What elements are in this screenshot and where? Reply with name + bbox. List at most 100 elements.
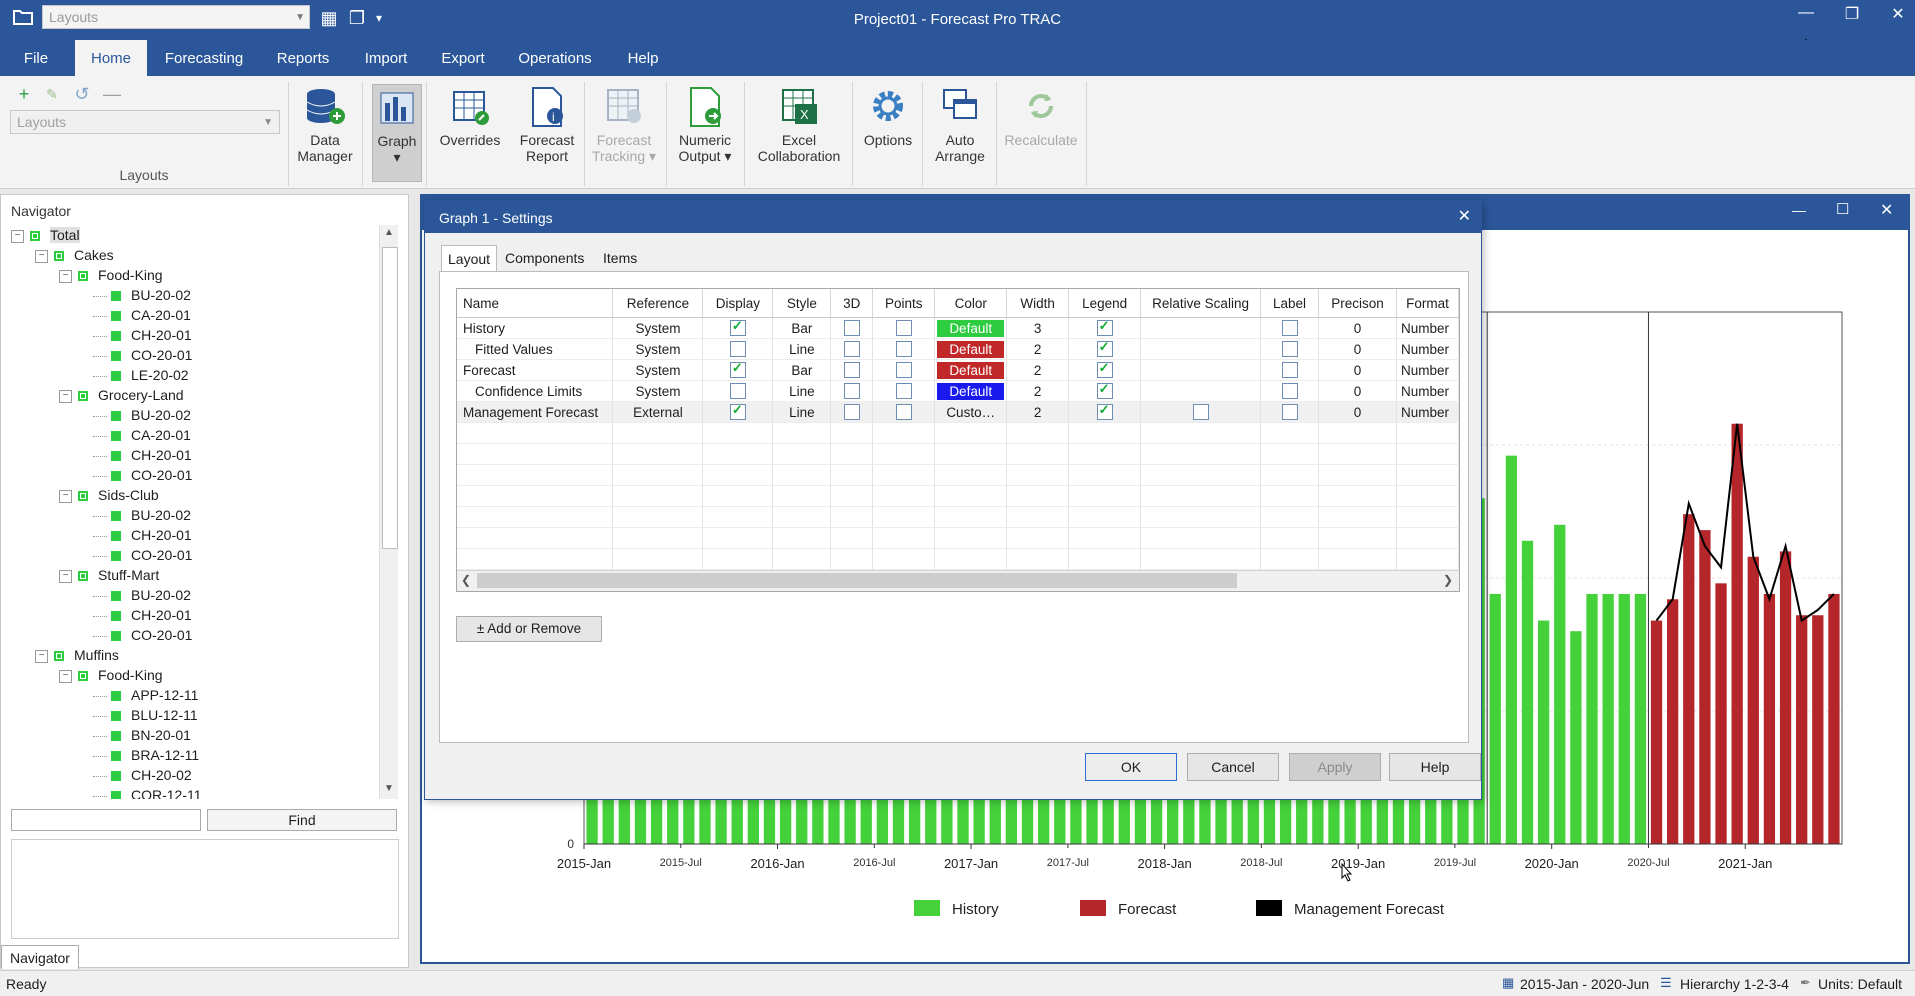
3d-checkbox[interactable] [843,362,860,379]
points-checkbox[interactable] [895,383,912,400]
overrides-button[interactable]: Overrides [434,84,506,182]
options-button[interactable]: Options [858,84,918,182]
display-checkbox[interactable] [729,341,746,358]
tree-item[interactable]: − Cakes [35,245,114,265]
layout-combo[interactable]: Layouts ▼ [42,5,310,29]
customize-icon[interactable]: ▾ [375,11,383,25]
table-row[interactable]: Management Forecast External Line Custo… 2 0 N… [457,401,1459,423]
3d-checkbox[interactable] [843,383,860,400]
table-row[interactable]: History System Bar Default 3 0 Number [457,317,1459,339]
grid-horizontal-scrollbar[interactable]: ❮ ❯ [457,570,1459,591]
column-header[interactable]: Width [1006,289,1070,318]
tree-item[interactable]: CH-20-02 [93,765,192,785]
numeric-output-button[interactable]: Numeric Output ▾ [672,84,738,182]
tree-item[interactable]: CO-20-01 [93,625,192,645]
auto-arrange-button[interactable]: Auto Arrange [928,84,992,182]
tree-item[interactable]: BN-20-01 [93,725,191,745]
menu-forecasting[interactable]: Forecasting [164,50,244,67]
forecast-report-button[interactable]: i Forecast Report [514,84,580,182]
legend-checkbox[interactable] [1096,402,1113,421]
tree-item[interactable]: CH-20-01 [93,325,192,345]
tree-item[interactable]: − Stuff-Mart [59,565,159,585]
tree-item[interactable]: − Muffins [35,645,119,665]
collapse-icon[interactable]: − [59,389,72,403]
tree-item[interactable]: − Grocery-Land [59,385,184,405]
windows-icon[interactable]: ❐ [348,8,366,28]
tab-layout[interactable]: Layout [441,245,498,272]
collapse-icon[interactable]: − [35,249,48,263]
collapse-icon[interactable]: − [59,669,72,683]
tree-item[interactable]: CH-20-01 [93,525,192,545]
points-checkbox[interactable] [895,320,912,337]
collapse-icon[interactable]: − [35,649,48,663]
tree-item[interactable]: BLU-12-11 [93,705,198,725]
dialog-close-icon[interactable]: ✕ [1457,208,1471,225]
find-button[interactable]: Find [207,809,397,831]
excel-collaboration-button[interactable]: X Excel Collaboration [748,84,850,182]
column-header[interactable]: Name [457,289,614,318]
points-checkbox[interactable] [895,341,912,358]
restore-icon[interactable]: ❐ [1844,6,1860,23]
close-icon[interactable]: ✕ [1891,6,1905,23]
label-checkbox[interactable] [1281,341,1298,358]
color-swatch[interactable]: Custo… [946,404,996,420]
ok-button[interactable]: OK [1085,753,1177,781]
tree-item[interactable]: − Food-King [59,665,163,685]
color-swatch[interactable]: Default [937,340,1005,358]
cancel-button[interactable]: Cancel [1187,753,1279,781]
label-checkbox[interactable] [1281,383,1298,400]
menu-import[interactable]: Import [364,50,408,67]
undo-icon[interactable]: ↺ [74,84,90,104]
tree-item[interactable]: BU-20-02 [93,585,191,605]
tree-item[interactable]: CH-20-01 [93,445,192,465]
collapse-icon[interactable]: − [59,489,72,503]
open-folder-icon[interactable] [12,7,34,29]
tree-item[interactable]: APP-12-11 [93,685,198,705]
recalculate-button[interactable]: Recalculate [1000,84,1082,182]
graph-minimize-icon[interactable]: — [1792,202,1806,218]
tree-item[interactable]: BRA-12-11 [93,745,199,765]
scroll-right-icon[interactable]: ❯ [1442,573,1453,587]
legend-checkbox[interactable] [1096,360,1113,379]
table-row[interactable]: Confidence Limits System Line Default 2 0 Numb… [457,380,1459,402]
tree-item[interactable]: CA-20-01 [93,425,191,445]
minimize-icon[interactable]: — [1798,4,1814,21]
column-header[interactable]: Points [872,289,936,318]
menu-export[interactable]: Export [441,50,485,67]
navigator-tree[interactable]: − Total − Cakes − Food-King BU-20-02 CA-20-01 CH… [11,225,381,799]
menu-help[interactable]: Help [627,50,659,67]
3d-checkbox[interactable] [843,404,860,421]
tree-item[interactable]: − Total [11,225,80,245]
column-header[interactable]: Color [934,289,1008,318]
color-swatch[interactable]: Default [937,382,1005,400]
scroll-up-icon[interactable]: ▲ [384,227,394,238]
series-grid[interactable]: Name Reference Display Style 3D Points Color Wi… [456,288,1460,592]
graph-button[interactable]: Graph ▾ [372,84,422,182]
add-icon[interactable]: + [18,84,30,104]
tree-item[interactable]: CO-20-01 [93,545,192,565]
tree-item[interactable]: CH-20-01 [93,605,192,625]
legend-checkbox[interactable] [1096,318,1113,337]
tree-item[interactable]: BU-20-02 [93,405,191,425]
column-header[interactable]: Legend [1068,289,1142,318]
tree-item[interactable]: CO-20-01 [93,345,192,365]
menu-file[interactable]: File [23,50,49,67]
display-checkbox[interactable] [729,318,746,337]
label-checkbox[interactable] [1281,404,1298,421]
scroll-left-icon[interactable]: ❮ [461,573,472,587]
graph-close-icon[interactable]: ✕ [1880,202,1894,219]
menu-home[interactable]: Home [75,40,147,76]
scroll-down-icon[interactable]: ▼ [384,783,394,794]
color-swatch[interactable]: Default [937,319,1005,337]
grid-scroll-thumb[interactable] [477,573,1237,588]
legend-checkbox[interactable] [1096,339,1113,358]
tree-item[interactable]: CA-20-01 [93,305,191,325]
tree-item[interactable]: − Sids-Club [59,485,159,505]
menu-operations[interactable]: Operations [518,50,592,67]
legend-checkbox[interactable] [1096,381,1113,400]
color-swatch[interactable]: Default [937,361,1005,379]
navigator-scrollbar[interactable]: ▲ ▼ [379,225,398,799]
tree-item[interactable]: BU-20-02 [93,285,191,305]
forecast-tracking-button[interactable]: Forecast Tracking ▾ [588,84,660,182]
tree-item[interactable]: − Food-King [59,265,163,285]
